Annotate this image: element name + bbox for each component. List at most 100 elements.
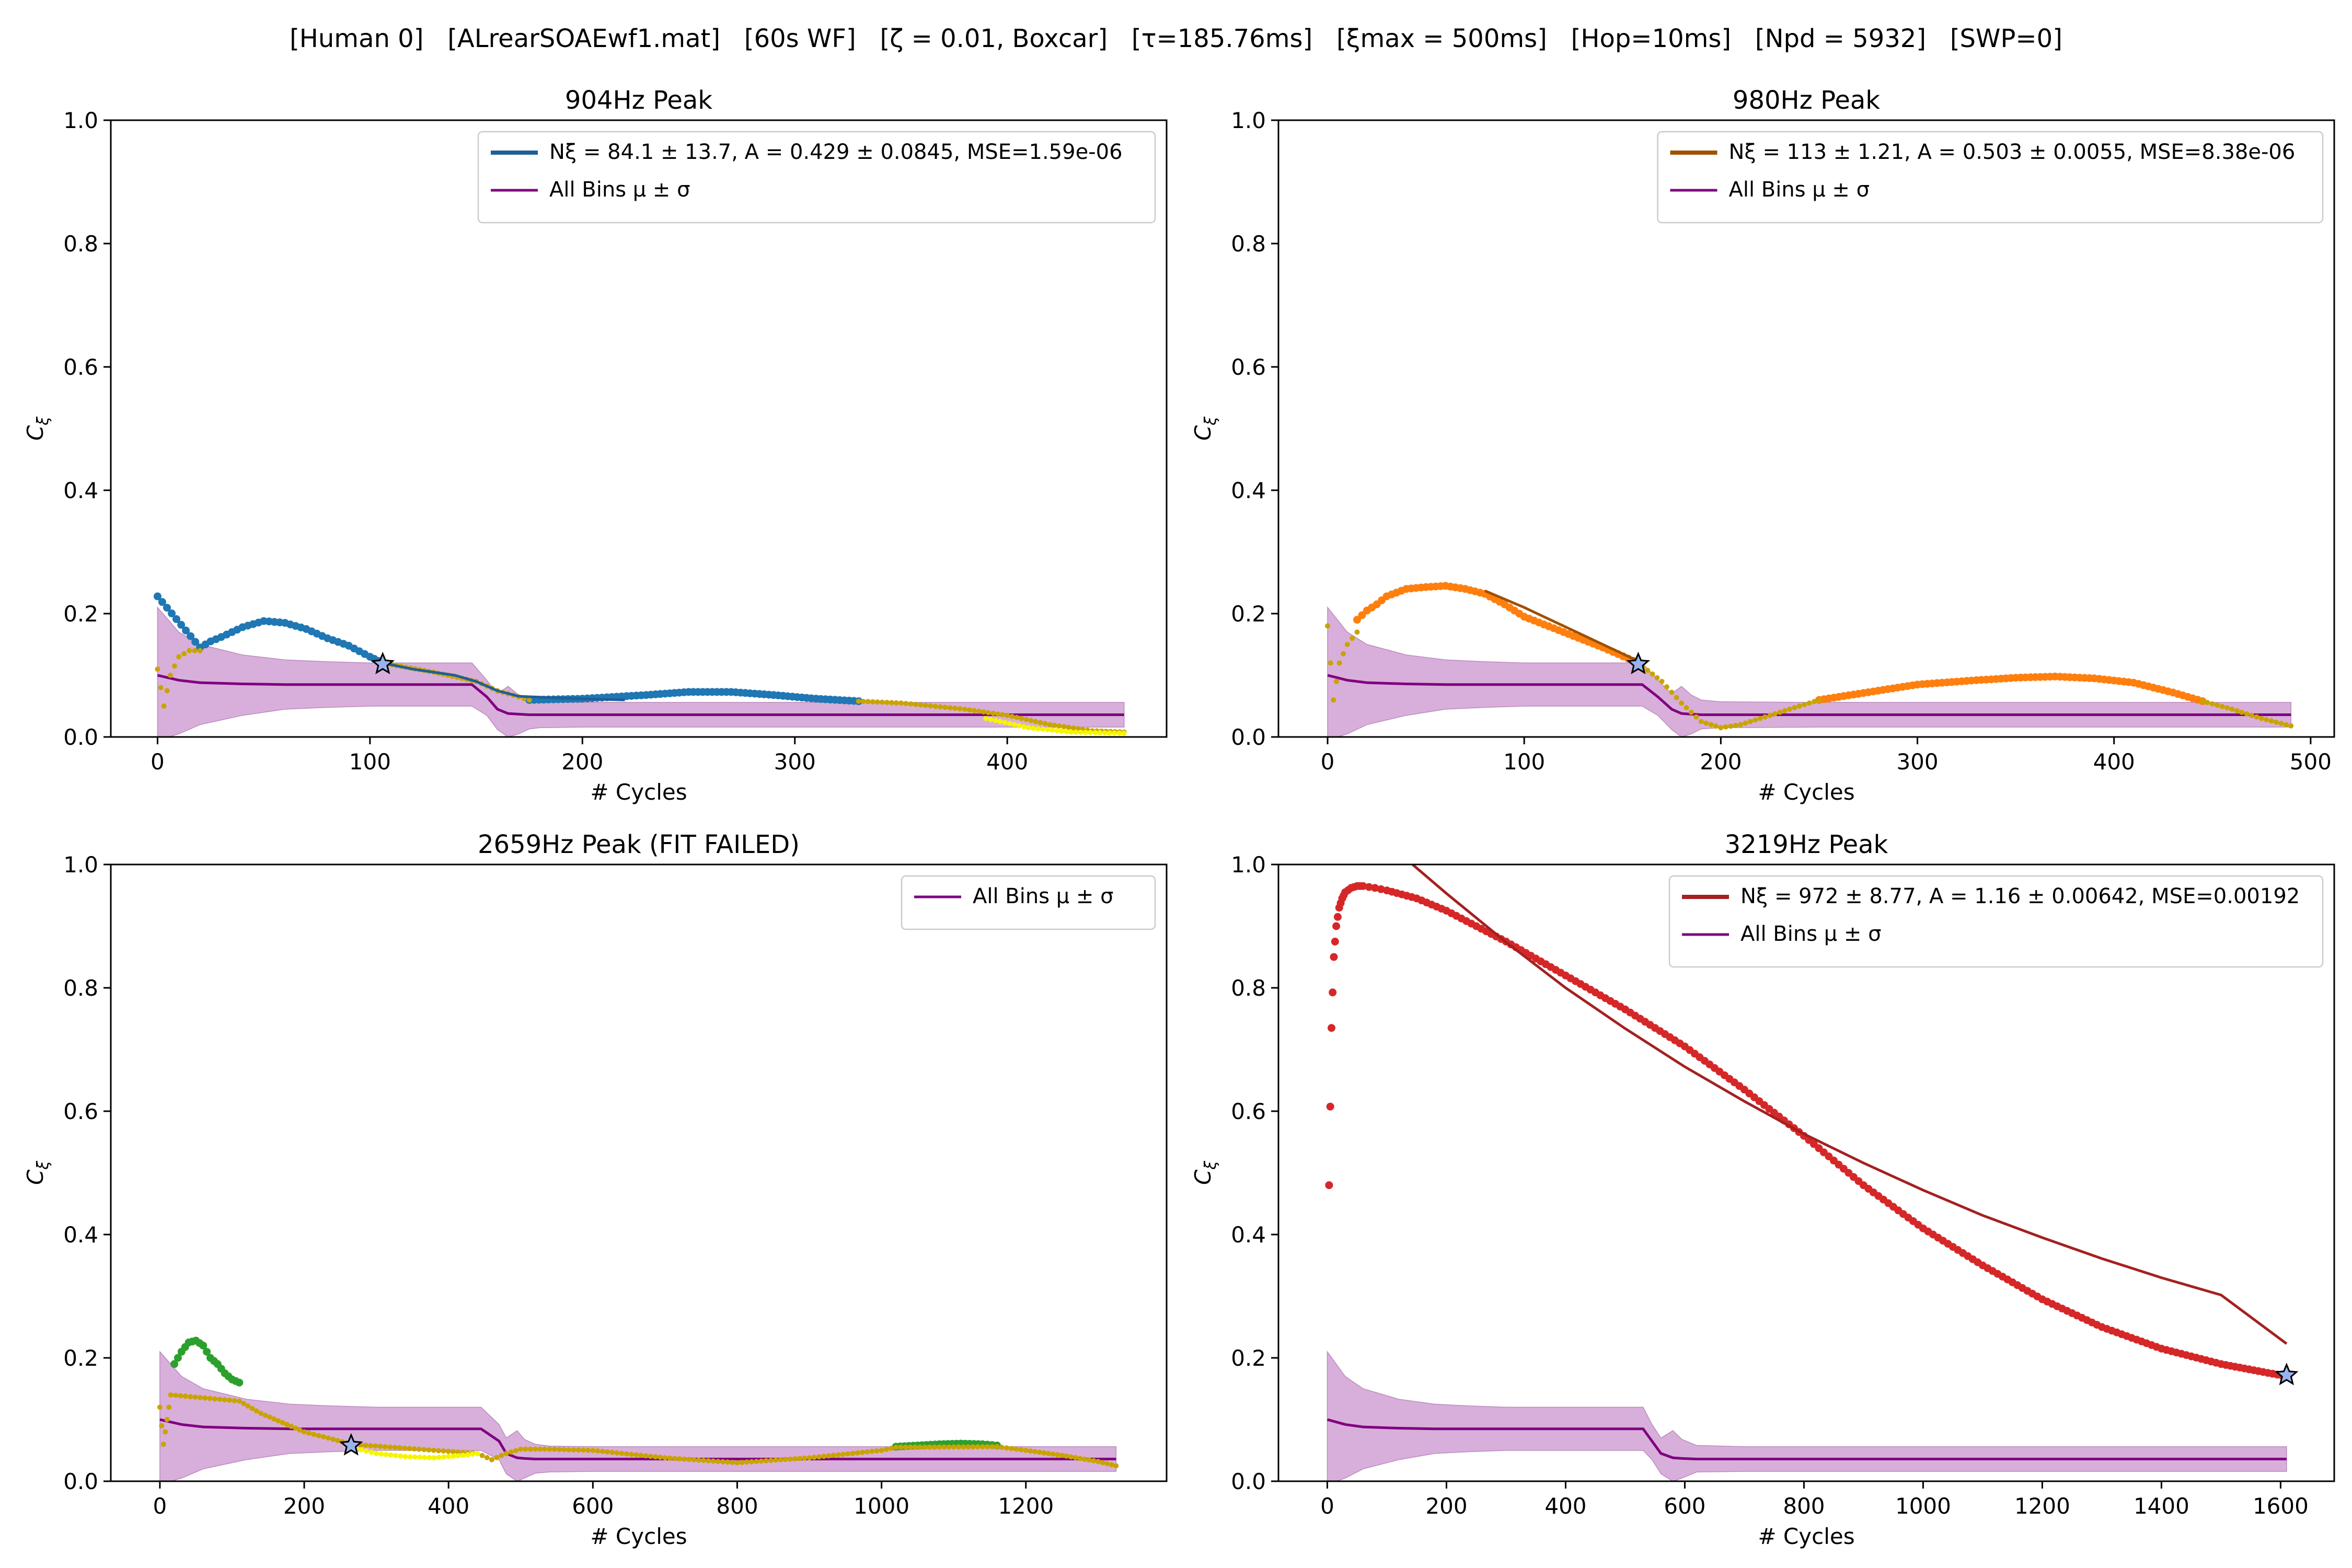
data-point — [431, 1447, 436, 1453]
data-point — [1762, 714, 1768, 720]
data-point — [1100, 1460, 1105, 1466]
data-point — [893, 700, 899, 706]
data-point — [1059, 728, 1064, 734]
data-point — [1066, 724, 1071, 730]
data-point — [931, 1444, 937, 1450]
chart-title: 904Hz Peak — [565, 86, 712, 115]
data-point — [470, 1451, 476, 1457]
data-point — [1331, 697, 1336, 703]
y-tick-label: 0.0 — [1231, 1469, 1266, 1494]
data-point — [715, 1459, 721, 1465]
data-point — [392, 1445, 398, 1450]
data-point — [831, 1452, 836, 1458]
y-tick-label: 0.8 — [63, 231, 98, 257]
data-point — [710, 1458, 716, 1464]
data-point — [335, 1438, 340, 1444]
data-point — [393, 1452, 398, 1458]
data-point — [484, 1455, 490, 1460]
data-point — [217, 1397, 223, 1402]
data-point — [1081, 1456, 1087, 1462]
envelope-mean-line — [159, 1418, 1116, 1461]
data-point — [170, 1360, 178, 1368]
x-tick-label: 800 — [716, 1493, 758, 1519]
data-point — [416, 1446, 422, 1452]
data-point — [1802, 702, 1807, 707]
data-point — [402, 1445, 407, 1451]
data-point — [1659, 678, 1665, 684]
data-point — [1377, 885, 1385, 893]
data-point — [870, 699, 875, 705]
data-point — [1045, 1450, 1051, 1456]
data-point — [1753, 717, 1758, 723]
x-tick-label: 600 — [1664, 1493, 1705, 1519]
data-point — [580, 1447, 586, 1453]
data-point — [1077, 1456, 1083, 1461]
data-point — [227, 1397, 232, 1403]
data-point — [1056, 723, 1062, 729]
data-point — [986, 710, 991, 716]
x-axis-label: # Cycles — [1758, 1524, 1854, 1549]
data-point — [1082, 730, 1088, 735]
data-point — [1097, 730, 1103, 735]
data-point — [422, 1455, 428, 1460]
legend: Nξ = 113 ± 1.21, A = 0.503 ± 0.0055, MSE… — [1657, 131, 2324, 224]
data-point — [1333, 913, 1342, 921]
data-point — [503, 1450, 509, 1456]
data-point — [1112, 730, 1117, 736]
data-point — [1059, 1452, 1065, 1458]
data-point — [177, 620, 186, 629]
series-below_noise-2 — [157, 1392, 1119, 1469]
data-point — [997, 719, 1003, 724]
legend-label: Nξ = 113 ± 1.21, A = 0.503 ± 0.0055, MSE… — [1729, 140, 2296, 164]
x-tick-label: 1600 — [2253, 1493, 2309, 1519]
data-point — [865, 699, 871, 705]
data-point — [2264, 717, 2269, 722]
data-point — [941, 1444, 947, 1450]
data-point — [1816, 697, 1822, 703]
data-point — [976, 708, 982, 714]
data-point — [330, 1436, 336, 1442]
data-point — [797, 1456, 803, 1461]
x-tick-label: 1200 — [2014, 1493, 2070, 1519]
envelope-band — [159, 1351, 1117, 1481]
data-point — [907, 1444, 913, 1450]
legend-label: Nξ = 84.1 ± 13.7, A = 0.429 ± 0.0845, MS… — [549, 140, 1123, 164]
data-point — [744, 1459, 750, 1465]
data-point — [436, 1448, 442, 1454]
data-point — [374, 1450, 379, 1456]
chart-panel-1: 0 100 200 300 400 0.0 0.2 0.4 0.6 0.8 1.0 904Hz Pea… — [22, 86, 1168, 805]
data-point — [696, 1457, 701, 1463]
data-point — [913, 701, 919, 707]
data-point — [893, 1445, 899, 1450]
data-point — [1353, 616, 1361, 624]
data-point — [859, 1449, 865, 1455]
x-tick-label: 0 — [1321, 749, 1335, 775]
data-point — [768, 1458, 774, 1463]
data-point — [1326, 1102, 1334, 1111]
data-point — [985, 1444, 990, 1449]
data-point — [1812, 699, 1817, 705]
data-point — [993, 718, 998, 723]
data-point — [556, 1447, 562, 1452]
data-point — [199, 1341, 207, 1350]
data-point — [1016, 723, 1022, 729]
data-point — [927, 1444, 932, 1450]
data-point — [1371, 884, 1379, 892]
data-point — [1738, 722, 1743, 728]
data-point — [835, 1452, 841, 1458]
data-point — [253, 1408, 259, 1414]
y-tick-label: 0.2 — [1231, 601, 1266, 627]
data-point — [1782, 708, 1788, 713]
data-point — [648, 1454, 653, 1459]
x-axis-label: # Cycles — [590, 779, 687, 805]
data-point — [411, 1446, 417, 1452]
data-point — [988, 717, 994, 722]
legend-box — [477, 131, 1156, 224]
data-point — [758, 1458, 764, 1464]
data-point — [1664, 684, 1669, 690]
data-point — [629, 1451, 634, 1457]
data-point — [167, 673, 173, 678]
data-point — [441, 1448, 446, 1454]
data-point — [284, 1422, 290, 1427]
